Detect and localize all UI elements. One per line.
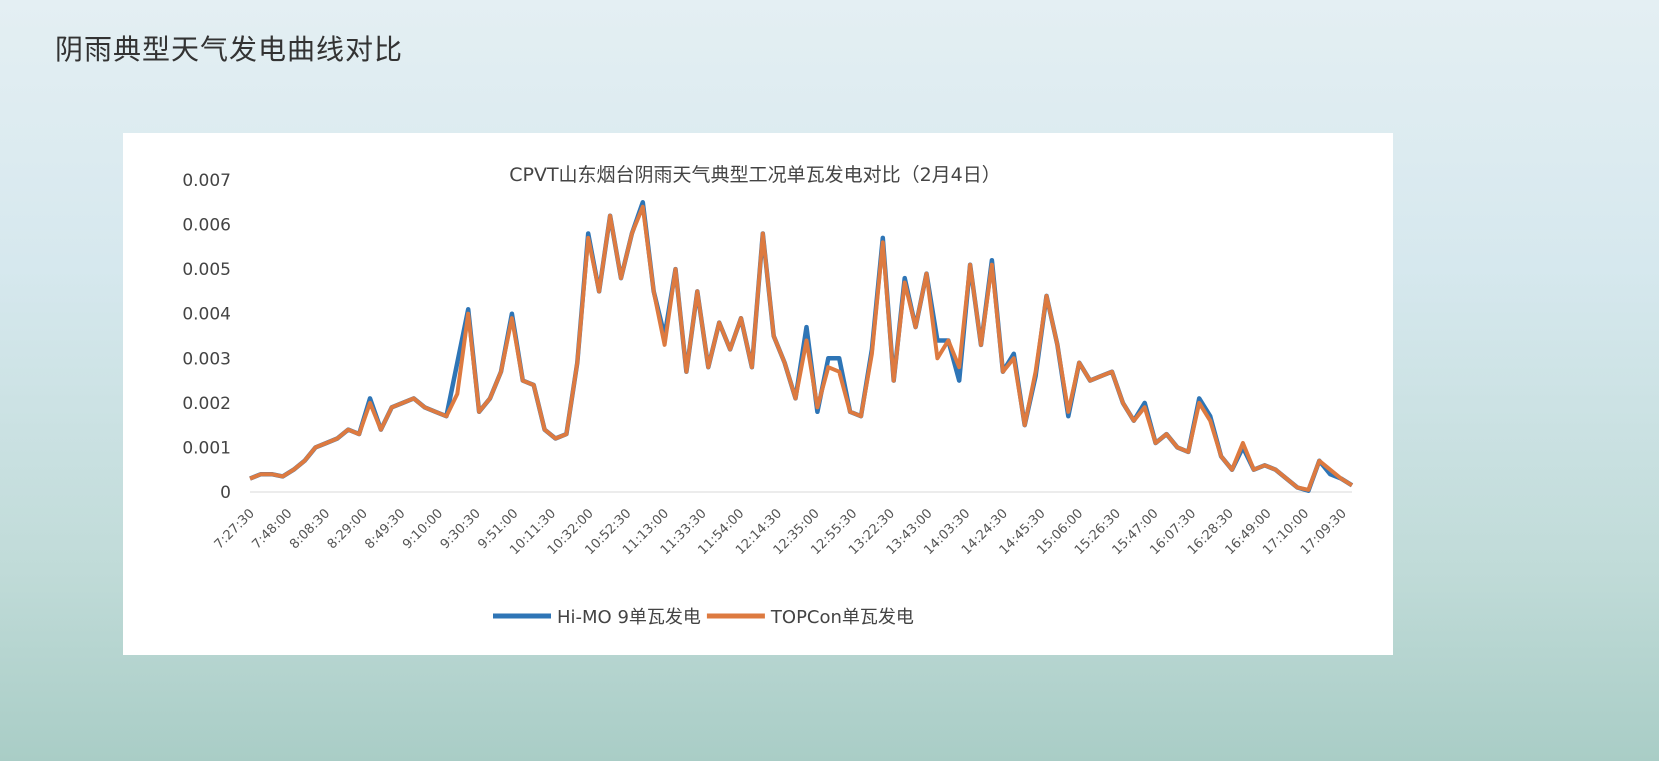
y-tick-label: 0.004: [182, 305, 231, 325]
y-tick-label: 0.007: [182, 171, 231, 191]
y-tick-label: 0.005: [182, 260, 231, 280]
y-tick-label: 0: [220, 483, 231, 503]
x-tick-label: 9:10:00: [400, 506, 446, 552]
x-tick-label: 8:08:30: [287, 506, 333, 552]
line-chart: CPVT山东烟台阴雨天气典型工况单瓦发电对比（2月4日） 0 0.001 0.002…: [182, 164, 1354, 628]
series-line-himo9: [249, 200, 1354, 493]
y-tick-label: 0.003: [182, 349, 231, 369]
series-line-topcon: [249, 204, 1354, 492]
legend-label: Hi-MO 9单瓦发电: [557, 607, 701, 628]
chart-title: CPVT山东烟台阴雨天气典型工况单瓦发电对比（2月4日）: [509, 164, 1001, 186]
chart-card: CPVT山东烟台阴雨天气典型工况单瓦发电对比（2月4日） 0 0.001 0.002…: [123, 133, 1393, 655]
y-tick-label: 0.001: [182, 438, 231, 458]
x-tick-label: 8:49:30: [362, 506, 408, 552]
y-tick-label: 0.002: [182, 394, 231, 414]
page-title: 阴雨典型天气发电曲线对比: [55, 33, 404, 66]
x-tick-label: 9:30:30: [438, 506, 484, 552]
y-tick-label: 0.006: [182, 216, 231, 236]
x-tick-label: 7:48:00: [249, 506, 295, 552]
legend-label: TOPCon单瓦发电: [770, 607, 914, 628]
x-tick-label: 7:27:30: [212, 506, 258, 552]
x-tick-label: 8:29:00: [325, 506, 371, 552]
